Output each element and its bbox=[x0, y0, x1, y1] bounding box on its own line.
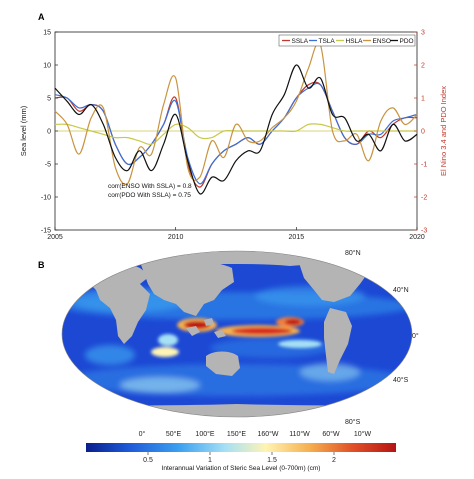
y-ticks-right: -3 -2 -1 0 1 2 3 bbox=[414, 30, 427, 235]
y-ticks-left: -15 -10 -5 0 5 10 15 bbox=[41, 30, 58, 235]
colorbar-tick-label: 2 bbox=[332, 457, 336, 464]
y-tick-label: 5 bbox=[47, 96, 51, 103]
lon-label: 60°W bbox=[322, 430, 340, 438]
series-line-hsla bbox=[54, 123, 417, 146]
europe-africa bbox=[88, 263, 150, 344]
y2-tick-label: 1 bbox=[421, 96, 425, 103]
colorbar-gradient bbox=[86, 443, 396, 452]
lon-labels: 0° 50°E 100°E 150°E 160°W 110°W 60°W 10°W bbox=[139, 430, 372, 438]
lon-label: 150°E bbox=[227, 430, 246, 438]
asia bbox=[140, 259, 234, 316]
lat-label: 80°N bbox=[345, 249, 361, 257]
y2-axis-label: El Nino 3.4 and PDO Index bbox=[439, 86, 448, 176]
y2-tick-label: -1 bbox=[421, 162, 427, 169]
legend-label-pdo: PDO bbox=[400, 38, 414, 45]
lat-label: 40°S bbox=[393, 376, 409, 384]
lat-labels: 80°N 40°N 0° 40°S 80°S bbox=[345, 249, 419, 426]
legend-box bbox=[278, 34, 416, 47]
globe-outline bbox=[61, 250, 413, 418]
australia bbox=[206, 351, 240, 376]
y-tick-label: 0 bbox=[47, 129, 51, 136]
y-tick-label: -5 bbox=[45, 162, 51, 169]
legend-label-hsla: HSLA bbox=[346, 38, 364, 45]
y-tick-label: 10 bbox=[43, 63, 51, 70]
colorbar-tick-label: 1.5 bbox=[267, 457, 277, 464]
lon-label: 50°E bbox=[166, 430, 182, 438]
lon-label: 10°W bbox=[354, 430, 372, 438]
y2-tick-label: -2 bbox=[421, 195, 427, 202]
y-axis-label: Sea level (mm) bbox=[19, 105, 28, 156]
x-tick-label: 2010 bbox=[168, 234, 184, 241]
series-line-enso bbox=[54, 42, 418, 186]
series-line-pdo bbox=[54, 64, 418, 195]
world-map-heatmap: 80°N 40°N 0° 40°S 80°S 0° 50°E 100°E 150°E 160°W… bbox=[61, 249, 419, 438]
annotation-enso-corr: corr(ENSO With SSLA) = 0.8 bbox=[108, 183, 192, 190]
series-line-tsla bbox=[54, 82, 418, 185]
lat-label: 40°N bbox=[393, 286, 409, 294]
antarctica bbox=[62, 404, 412, 417]
maritime-continent bbox=[186, 318, 226, 338]
colorbar-tick-label: 0.5 bbox=[143, 457, 153, 464]
arctic-land bbox=[62, 251, 412, 266]
y2-tick-label: 2 bbox=[421, 63, 425, 70]
lat-label: 80°S bbox=[345, 418, 361, 426]
panel-b-label: B bbox=[38, 260, 45, 270]
x-tick-label: 2015 bbox=[289, 234, 305, 241]
x-tick-label: 2005 bbox=[47, 234, 63, 241]
legend: SSLA TSLA HSLA ENSO PDO bbox=[278, 34, 416, 47]
lat-label: 0° bbox=[412, 332, 419, 340]
legend-label-enso: ENSO bbox=[373, 38, 391, 45]
lon-label: 160°W bbox=[257, 430, 278, 438]
colorbar-ticks: 0.5 1 1.5 2 bbox=[143, 452, 336, 464]
colorbar-label: Interannual Variation of Steric Sea Leve… bbox=[162, 465, 321, 472]
x-ticks: 2005 2010 2015 2020 bbox=[47, 227, 425, 241]
lon-label: 100°E bbox=[195, 430, 214, 438]
annotation-pdo-corr: corr(PDO With SSLA) = 0.75 bbox=[108, 192, 191, 199]
greenland bbox=[370, 259, 398, 272]
lon-label: 110°W bbox=[289, 430, 310, 438]
colorbar: 0.5 1 1.5 2 Interannual Variation of Steric… bbox=[86, 443, 396, 472]
legend-label-tsla: TSLA bbox=[319, 38, 336, 45]
lon-label: 0° bbox=[139, 430, 146, 438]
panel-a-label: A bbox=[38, 12, 45, 22]
y-tick-label: 15 bbox=[43, 30, 51, 37]
series-lines bbox=[54, 42, 418, 195]
y2-tick-label: -3 bbox=[421, 228, 427, 235]
x-tick-label: 2020 bbox=[409, 234, 425, 241]
y2-tick-label: 0 bbox=[421, 129, 425, 136]
legend-label-ssla: SSLA bbox=[292, 38, 309, 45]
colorbar-tick-label: 1 bbox=[208, 457, 212, 464]
south-america bbox=[324, 308, 352, 374]
y-tick-label: -10 bbox=[41, 195, 51, 202]
y2-tick-label: 3 bbox=[421, 30, 425, 37]
y-tick-label: -15 bbox=[41, 228, 51, 235]
